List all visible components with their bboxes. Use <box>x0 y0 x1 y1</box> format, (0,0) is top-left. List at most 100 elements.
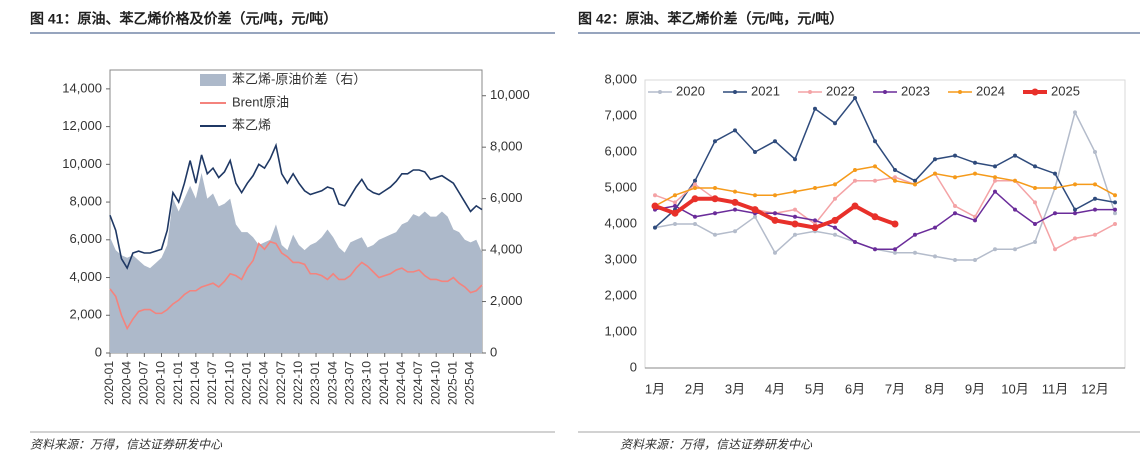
y-tick-label: 4,000 <box>490 242 523 257</box>
year-point <box>893 247 897 252</box>
legend-label: 苯乙烯 <box>232 117 271 132</box>
year-point <box>651 202 659 210</box>
year-point <box>693 178 697 183</box>
x-tick-label: 2021-04 <box>188 361 202 405</box>
year-point <box>773 139 777 144</box>
year-point <box>693 182 697 187</box>
year-point <box>1093 196 1097 201</box>
year-point <box>973 160 977 165</box>
x-tick-label: 2021-10 <box>222 361 236 405</box>
year-point <box>653 225 657 230</box>
year-point <box>913 178 917 183</box>
year-point <box>1113 200 1117 205</box>
x-tick-label: 11月 <box>1042 381 1069 396</box>
year-point <box>793 232 797 237</box>
year-point <box>813 106 817 111</box>
year-point <box>711 195 719 203</box>
x-tick-label: 2023-07 <box>343 361 357 405</box>
figure-caption: 图 42：原油、苯乙烯价差（元/吨，元/吨） <box>578 11 843 27</box>
year-point <box>873 247 877 252</box>
year-point <box>933 225 937 230</box>
year-point <box>771 216 779 224</box>
year-point <box>953 211 957 216</box>
year-point <box>773 250 777 255</box>
x-tick-label: 1月 <box>645 381 665 396</box>
legend-marker <box>883 90 887 94</box>
x-tick-label: 4月 <box>765 381 785 396</box>
year-point <box>913 250 917 255</box>
year-point <box>693 222 697 226</box>
year-point <box>813 186 817 190</box>
y-tick-label: 6,000 <box>604 143 637 158</box>
year-point <box>833 182 837 187</box>
legend-label: 2021 <box>751 83 780 98</box>
year-point <box>733 189 737 194</box>
x-tick-label: 2025-04 <box>463 361 477 405</box>
year-point <box>853 240 857 244</box>
year-point <box>1033 186 1037 190</box>
x-tick-label: 2024-10 <box>428 361 442 405</box>
x-tick-label: 12月 <box>1081 381 1108 396</box>
source-note: 资料来源：万得，信达证券研发中心 <box>30 438 223 452</box>
year-point <box>1073 236 1077 241</box>
year-line <box>654 96 1116 229</box>
legend-swatch <box>200 74 226 86</box>
plot-frame <box>644 79 1126 369</box>
year-point <box>733 128 737 133</box>
year-point <box>993 175 997 180</box>
x-tick-label: 7月 <box>885 381 905 396</box>
year-point <box>893 178 897 183</box>
y-tick-label: 8,000 <box>490 139 523 154</box>
year-point <box>673 200 677 205</box>
x-tick-label: 2022-01 <box>240 361 254 405</box>
year-point <box>1013 247 1017 252</box>
x-tick-label: 2024-07 <box>411 361 425 405</box>
legend-label: Brent原油 <box>232 94 289 109</box>
year-point <box>673 222 677 226</box>
legend-label: 2023 <box>901 83 930 98</box>
year-point <box>753 193 757 198</box>
figure-caption: 图 41：原油、苯乙烯价格及价差（元/吨，元/吨） <box>30 11 337 27</box>
y-tick-label: 10,000 <box>62 156 102 171</box>
source-note: 资料来源：万得，信达证券研发中心 <box>620 438 813 452</box>
legend-label: 苯乙烯-原油价差（右） <box>232 71 366 86</box>
year-point <box>713 232 717 237</box>
year-point <box>1053 171 1057 176</box>
legend-marker <box>733 90 737 94</box>
year-line <box>654 110 1116 261</box>
year-point <box>873 139 877 144</box>
y-tick-label: 14,000 <box>62 80 102 95</box>
year-point <box>891 220 899 228</box>
year-point <box>1093 232 1097 237</box>
x-tick-label: 2023-04 <box>325 361 339 405</box>
year-point <box>893 250 897 255</box>
year-point <box>1093 207 1097 212</box>
legend-label: 2020 <box>676 83 705 98</box>
legend-marker <box>658 90 662 94</box>
legend-label: 2022 <box>826 83 855 98</box>
x-tick-label: 2022-04 <box>257 361 271 405</box>
y-tick-label: 8,000 <box>604 71 637 86</box>
y-tick-label: 3,000 <box>604 251 637 266</box>
y-tick-label: 7,000 <box>604 107 637 122</box>
x-tick-label: 5月 <box>805 381 825 396</box>
year-point <box>1033 164 1037 169</box>
price-line <box>109 142 483 270</box>
year-point <box>773 211 777 216</box>
year-point <box>773 193 777 198</box>
year-point <box>973 218 977 223</box>
y-tick-label: 4,000 <box>69 269 102 284</box>
year-point <box>833 121 837 126</box>
x-tick-label: 9月 <box>965 381 985 396</box>
year-point <box>953 204 957 208</box>
year-point <box>713 211 717 216</box>
y-tick-label: 10,000 <box>490 87 530 102</box>
x-tick-label: 3月 <box>725 381 745 396</box>
year-point <box>1113 222 1117 226</box>
y-tick-label: 1,000 <box>604 323 637 338</box>
year-point <box>993 189 997 194</box>
year-point <box>893 168 897 172</box>
year-point <box>851 202 859 210</box>
year-point <box>1073 211 1077 216</box>
